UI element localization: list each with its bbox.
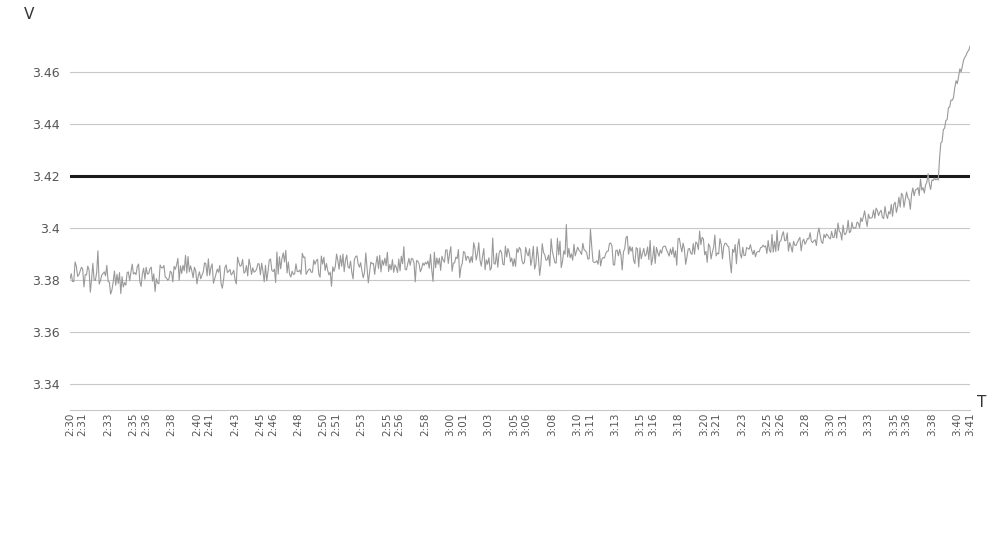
Y-axis label: V: V — [24, 7, 35, 22]
Text: T: T — [977, 395, 987, 410]
